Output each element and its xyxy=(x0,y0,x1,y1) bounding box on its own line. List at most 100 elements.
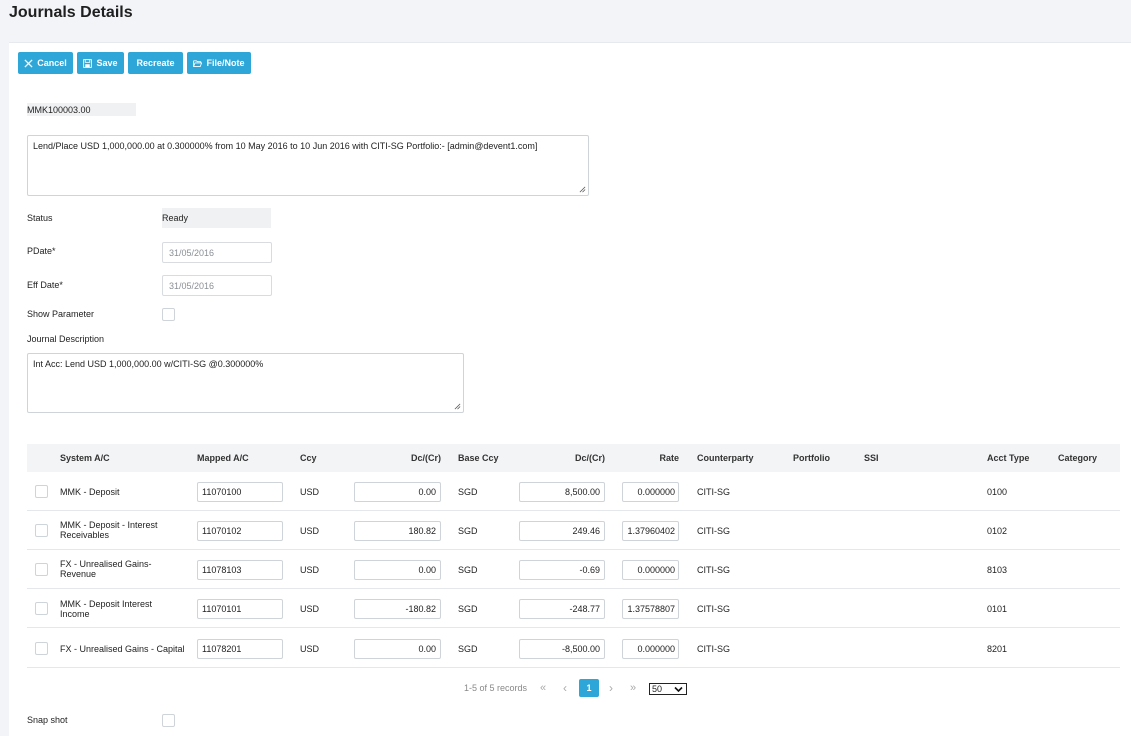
system-ac-cell: MMK - Deposit - Interest Receivables xyxy=(60,520,158,540)
effdate-label: Eff Date* xyxy=(27,280,63,290)
mapped-ac-value: 11070102 xyxy=(202,526,242,536)
first-page-icon[interactable]: « xyxy=(540,682,547,694)
counterparty-cell: CITI-SG xyxy=(697,487,730,497)
col-base-ccy[interactable]: Base Ccy xyxy=(458,453,499,463)
dc-cr-base-input[interactable]: 8,500.00 xyxy=(519,482,605,502)
prev-page-icon[interactable]: ‹ xyxy=(563,681,567,695)
acct-type-cell: 0102 xyxy=(987,526,1008,536)
dc-cr-base-input[interactable]: 249.46 xyxy=(519,521,605,541)
dc-cr-base-value: -8,500.00 xyxy=(561,644,600,654)
journal-description-textarea[interactable]: Int Acc: Lend USD 1,000,000.00 w/CITI-SG… xyxy=(27,353,464,413)
system-ac-text: MMK - Deposit xyxy=(60,487,120,497)
status-value: Ready xyxy=(162,213,189,223)
row-checkbox[interactable] xyxy=(35,642,48,655)
dc-cr-input[interactable]: -180.82 xyxy=(354,599,441,619)
counterparty-cell: CITI-SG xyxy=(697,604,730,614)
base-ccy-cell: SGD xyxy=(458,565,478,575)
acct-type-cell: 8201 xyxy=(987,644,1008,654)
base-ccy-cell: SGD xyxy=(458,487,478,497)
recreate-label: Recreate xyxy=(136,58,175,68)
row-checkbox[interactable] xyxy=(35,602,48,615)
rate-value: 1.37960402 xyxy=(627,526,675,536)
col-dc-cr-base[interactable]: Dc/(Cr) xyxy=(574,453,605,463)
mapped-ac-value: 11070100 xyxy=(202,487,242,497)
dc-cr-value: 0.00 xyxy=(418,644,436,654)
system-ac-cell: MMK - Deposit xyxy=(60,487,120,497)
col-dc-cr[interactable]: Dc/(Cr) xyxy=(410,453,441,463)
dc-cr-base-input[interactable]: -0.69 xyxy=(519,560,605,580)
col-counterparty[interactable]: Counterparty xyxy=(697,453,754,463)
col-ccy[interactable]: Ccy xyxy=(300,453,317,463)
col-system-ac[interactable]: System A/C xyxy=(60,453,110,463)
row-checkbox[interactable] xyxy=(35,524,48,537)
deal-description-textarea[interactable]: Lend/Place USD 1,000,000.00 at 0.300000%… xyxy=(27,135,589,196)
dc-cr-base-value: -248.77 xyxy=(569,604,600,614)
system-ac-text: MMK - Deposit Interest xyxy=(60,599,153,609)
effdate-input[interactable]: 31/05/2016 xyxy=(162,275,272,296)
mapped-ac-input[interactable]: 11078103 xyxy=(197,560,283,580)
mapped-ac-input[interactable]: 11078201 xyxy=(197,639,283,659)
save-button[interactable]: Save xyxy=(77,52,124,74)
rate-input[interactable]: 1.37960402 xyxy=(622,521,679,541)
rate-input[interactable]: 1.37578807 xyxy=(622,599,679,619)
counterparty-cell: CITI-SG xyxy=(697,565,730,575)
status-label: Status xyxy=(27,213,53,223)
row-checkbox[interactable] xyxy=(35,563,48,576)
dc-cr-input[interactable]: 180.82 xyxy=(354,521,441,541)
pdate-value: 31/05/2016 xyxy=(169,247,215,258)
rate-input[interactable]: 0.000000 xyxy=(622,560,679,580)
dc-cr-base-input[interactable]: -8,500.00 xyxy=(519,639,605,659)
status-field: Ready xyxy=(162,208,271,228)
base-ccy-cell: SGD xyxy=(458,526,478,536)
col-acct-type[interactable]: Acct Type xyxy=(987,453,1030,463)
col-rate[interactable]: Rate xyxy=(659,453,679,463)
ccy-cell: USD xyxy=(300,604,320,614)
counterparty-cell: CITI-SG xyxy=(697,644,730,654)
mapped-ac-input[interactable]: 11070102 xyxy=(197,521,283,541)
rate-input[interactable]: 0.000000 xyxy=(622,482,679,502)
col-ssi[interactable]: SSI xyxy=(864,453,879,463)
col-mapped-ac[interactable]: Mapped A/C xyxy=(197,453,249,463)
dc-cr-input[interactable]: 0.00 xyxy=(354,639,441,659)
dc-cr-value: 180.82 xyxy=(408,526,436,536)
col-category[interactable]: Category xyxy=(1058,453,1098,463)
mapped-ac-input[interactable]: 11070100 xyxy=(197,482,283,502)
deal-description-text: Lend/Place USD 1,000,000.00 at 0.300000%… xyxy=(33,141,538,151)
pdate-input[interactable]: 31/05/2016 xyxy=(162,242,272,263)
ccy-cell: USD xyxy=(300,526,320,536)
close-icon xyxy=(24,58,33,68)
rate-input[interactable]: 0.000000 xyxy=(622,639,679,659)
mapped-ac-input[interactable]: 11070101 xyxy=(197,599,283,619)
base-ccy-cell: SGD xyxy=(458,604,478,614)
cancel-label: Cancel xyxy=(37,58,67,68)
dc-cr-base-input[interactable]: -248.77 xyxy=(519,599,605,619)
row-checkbox[interactable] xyxy=(35,485,48,498)
dc-cr-input[interactable]: 0.00 xyxy=(354,482,441,502)
journal-description-text: Int Acc: Lend USD 1,000,000.00 w/CITI-SG… xyxy=(33,359,264,369)
dc-cr-input[interactable]: 0.00 xyxy=(354,560,441,580)
cancel-button[interactable]: Cancel xyxy=(18,52,73,74)
dc-cr-value: 0.00 xyxy=(418,487,436,497)
system-ac-text: FX - Unrealised Gains - Capital xyxy=(60,644,185,654)
system-ac-text: FX - Unrealised Gains- xyxy=(60,559,152,569)
save-icon xyxy=(83,58,93,68)
recreate-button[interactable]: Recreate xyxy=(128,52,183,74)
dc-cr-base-value: -0.69 xyxy=(579,565,600,575)
page-title: Journals Details xyxy=(9,4,133,21)
system-ac-cell: FX - Unrealised Gains - Capital xyxy=(60,644,185,654)
rate-value: 1.37578807 xyxy=(627,604,675,614)
mapped-ac-value: 11078103 xyxy=(202,565,242,575)
file-note-button[interactable]: File/Note xyxy=(187,52,251,74)
show-parameter-checkbox[interactable] xyxy=(162,308,175,321)
page-size-select[interactable]: 50 xyxy=(649,683,687,695)
snapshot-checkbox[interactable] xyxy=(162,714,175,727)
acct-type-cell: 0101 xyxy=(987,604,1008,614)
reference-value: MMK100003.00 xyxy=(27,104,91,115)
current-page-button[interactable]: 1 xyxy=(579,679,599,697)
next-page-icon[interactable]: › xyxy=(609,681,613,695)
ccy-cell: USD xyxy=(300,565,320,575)
col-portfolio[interactable]: Portfolio xyxy=(793,453,830,463)
dc-cr-base-value: 249.46 xyxy=(572,526,600,536)
system-ac-cell: MMK - Deposit Interest Income xyxy=(60,599,152,619)
last-page-icon[interactable]: » xyxy=(630,682,637,694)
